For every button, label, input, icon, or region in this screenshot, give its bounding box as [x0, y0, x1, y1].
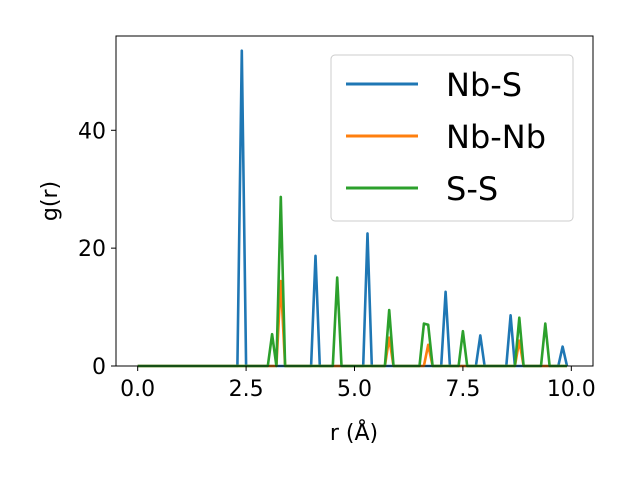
- x-tick-label: 5.0: [337, 377, 372, 402]
- y-axis-label: g(r): [38, 181, 63, 221]
- x-tick-label: 10.0: [547, 377, 596, 402]
- series-line-nb-nb: [137, 279, 567, 368]
- x-tick-label: 7.5: [445, 377, 480, 402]
- legend: Nb-S Nb-Nb S-S: [330, 54, 574, 222]
- legend-label-nb-nb: Nb-Nb: [446, 118, 546, 156]
- x-tick-label: 0.0: [120, 377, 155, 402]
- y-tick-label: 40: [78, 119, 106, 144]
- legend-label-s-s: S-S: [446, 170, 498, 208]
- x-axis: 0.0 2.5 5.0 7.5 10.0: [120, 366, 596, 402]
- x-tick-label: 2.5: [229, 377, 264, 402]
- y-tick-label: 20: [78, 237, 106, 262]
- series-line-s-s: [137, 195, 567, 368]
- x-axis-label: r (Å): [330, 419, 378, 446]
- legend-frame: [330, 54, 574, 222]
- y-axis: 0 20 40: [78, 119, 116, 380]
- y-tick-label: 0: [92, 355, 106, 380]
- legend-label-nb-s: Nb-S: [446, 66, 522, 104]
